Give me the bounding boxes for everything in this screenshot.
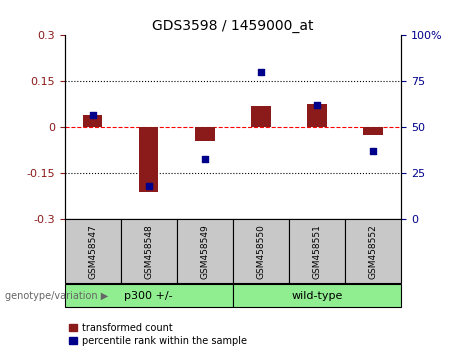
Bar <box>121 219 177 283</box>
Text: GSM458549: GSM458549 <box>200 224 209 279</box>
Point <box>89 112 96 118</box>
Bar <box>345 219 401 283</box>
Bar <box>139 127 159 192</box>
Text: genotype/variation ▶: genotype/variation ▶ <box>5 291 108 301</box>
Bar <box>233 285 401 307</box>
Text: GSM458552: GSM458552 <box>368 224 378 279</box>
Point <box>257 69 265 75</box>
Legend: transformed count, percentile rank within the sample: transformed count, percentile rank withi… <box>70 323 247 346</box>
Text: GSM458551: GSM458551 <box>313 224 321 279</box>
Text: GSM458548: GSM458548 <box>144 224 153 279</box>
Bar <box>251 106 271 127</box>
Bar <box>289 219 345 283</box>
Point <box>145 183 152 189</box>
Bar <box>363 127 383 135</box>
Bar <box>83 115 102 127</box>
Title: GDS3598 / 1459000_at: GDS3598 / 1459000_at <box>152 19 313 33</box>
Point <box>201 156 208 161</box>
Text: p300 +/-: p300 +/- <box>124 291 173 301</box>
Bar <box>307 104 327 127</box>
Bar <box>65 219 121 283</box>
Text: wild-type: wild-type <box>291 291 343 301</box>
Point <box>369 149 377 154</box>
Bar <box>233 219 289 283</box>
Point <box>313 103 321 108</box>
Bar <box>65 285 233 307</box>
Bar <box>177 219 233 283</box>
Text: GSM458550: GSM458550 <box>256 224 266 279</box>
Bar <box>195 127 214 141</box>
Text: GSM458547: GSM458547 <box>88 224 97 279</box>
